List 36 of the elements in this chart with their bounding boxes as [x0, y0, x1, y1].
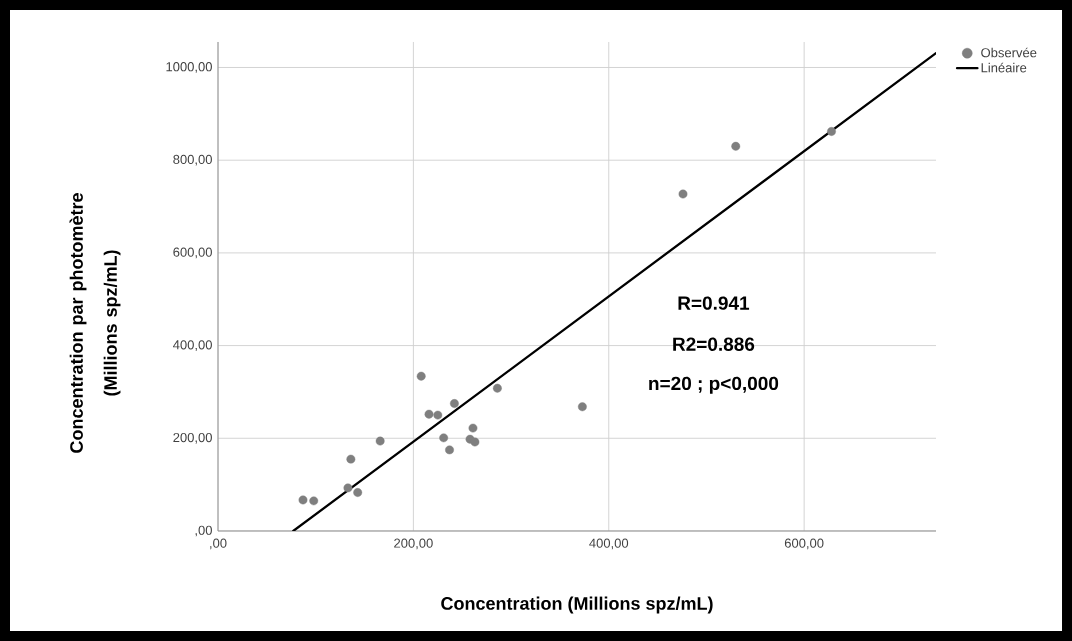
point — [470, 437, 480, 447]
annotation: R2=0.886 — [673, 337, 755, 351]
point — [298, 495, 308, 505]
y-tick-label: 600,00 — [173, 247, 212, 259]
point — [731, 141, 741, 151]
point — [424, 409, 434, 419]
point — [375, 436, 385, 446]
point — [439, 433, 449, 443]
x-tick-label: 200,00 — [394, 538, 433, 550]
x-tick-label: 400,00 — [589, 538, 629, 550]
point — [678, 189, 688, 199]
point — [492, 383, 502, 393]
point — [468, 423, 478, 433]
annotation: n=20 ; p<0,000 — [649, 376, 779, 394]
point — [343, 483, 353, 493]
point — [346, 454, 356, 464]
x-axis-title: Concentration (Millions spz/mL) — [441, 596, 713, 614]
point — [577, 402, 587, 412]
point — [353, 488, 363, 497]
point — [433, 410, 443, 420]
x-tick-label: 600,00 — [784, 538, 824, 550]
y-axis-title: Concentration par photomètre (Millions spz/mL) — [69, 193, 121, 453]
legend-label: Observée — [981, 47, 1037, 58]
x-tick-label: ,00 — [210, 538, 227, 550]
point — [450, 399, 459, 408]
y-tick-label: 800,00 — [173, 154, 212, 166]
point — [416, 371, 426, 381]
y-tick-label: 400,00 — [173, 340, 212, 351]
y-tick-label: 200,00 — [173, 432, 212, 444]
annotation: R=0.941 — [678, 296, 750, 310]
y-tick-label: 1000,00 — [166, 62, 212, 73]
point — [827, 127, 836, 136]
point — [309, 496, 319, 506]
legend-label: Linéaire — [981, 62, 1027, 73]
point — [445, 445, 454, 455]
y-tick-label: ,00 — [195, 525, 212, 537]
